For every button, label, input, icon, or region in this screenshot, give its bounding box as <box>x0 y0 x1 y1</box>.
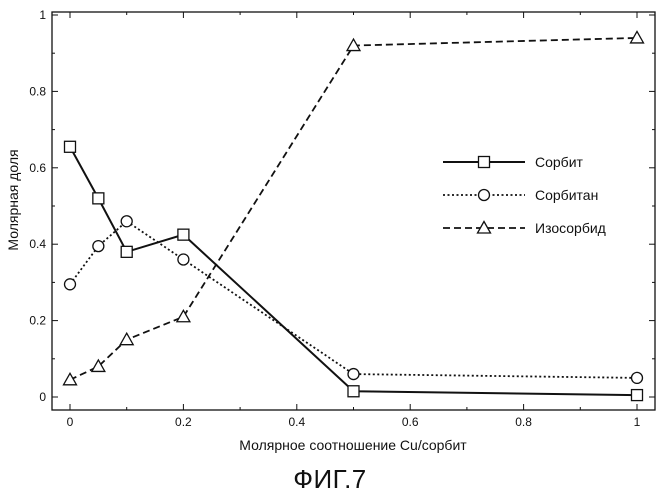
data-point-square <box>93 193 104 204</box>
legend: Сорбит Сорбитан Изосорбид <box>443 154 606 236</box>
legend-marker <box>479 157 490 168</box>
legend-marker <box>479 190 490 201</box>
data-point-triangle <box>120 333 133 345</box>
x-tick-label: 0.4 <box>288 415 305 429</box>
data-point-square <box>65 141 76 152</box>
data-point-circle <box>121 216 132 227</box>
series-line-circle <box>70 221 637 378</box>
y-tick-label: 0.2 <box>29 314 46 328</box>
legend-label: Сорбитан <box>535 187 598 203</box>
data-point-circle <box>93 241 104 252</box>
series-square <box>65 141 643 400</box>
y-tick-label: 1 <box>39 8 46 22</box>
data-point-square <box>178 229 189 240</box>
y-tick-label: 0 <box>39 390 46 404</box>
x-tick-label: 0.2 <box>175 415 192 429</box>
x-tick-label: 1 <box>634 415 641 429</box>
series-triangle <box>64 31 644 384</box>
series-circle <box>65 216 643 384</box>
data-point-square <box>348 386 359 397</box>
x-tick-label: 0.8 <box>515 415 532 429</box>
x-tick-label: 0.6 <box>402 415 419 429</box>
x-axis-label: Молярное соотношение Cu/сорбит <box>239 437 467 453</box>
chart: 00.20.40.60.8100.20.40.60.81 СорбитСорби… <box>0 0 660 460</box>
data-point-circle <box>178 254 189 265</box>
figure-caption: ФИГ.7 <box>0 464 660 495</box>
plot-frame <box>52 12 655 410</box>
legend-item-triangle: Изосорбид <box>443 220 606 236</box>
series-line-triangle <box>70 38 637 380</box>
y-tick-label: 0.4 <box>29 237 46 251</box>
y-tick-label: 0.8 <box>29 84 46 98</box>
data-point-triangle <box>177 310 190 322</box>
series-layer <box>64 31 644 400</box>
y-tick-label: 0.6 <box>29 161 46 175</box>
legend-item-square: Сорбит <box>443 154 584 170</box>
data-point-circle <box>348 369 359 380</box>
legend-item-circle: Сорбитан <box>443 187 598 203</box>
data-point-circle <box>65 279 76 290</box>
x-tick-label: 0 <box>67 415 74 429</box>
data-point-circle <box>632 372 643 383</box>
y-axis-label: Молярная доля <box>5 149 21 250</box>
data-point-square <box>121 246 132 257</box>
series-line-square <box>70 147 637 395</box>
data-point-triangle <box>64 373 77 385</box>
data-point-square <box>632 390 643 401</box>
legend-label: Изосорбид <box>535 220 606 236</box>
legend-label: Сорбит <box>535 154 584 170</box>
